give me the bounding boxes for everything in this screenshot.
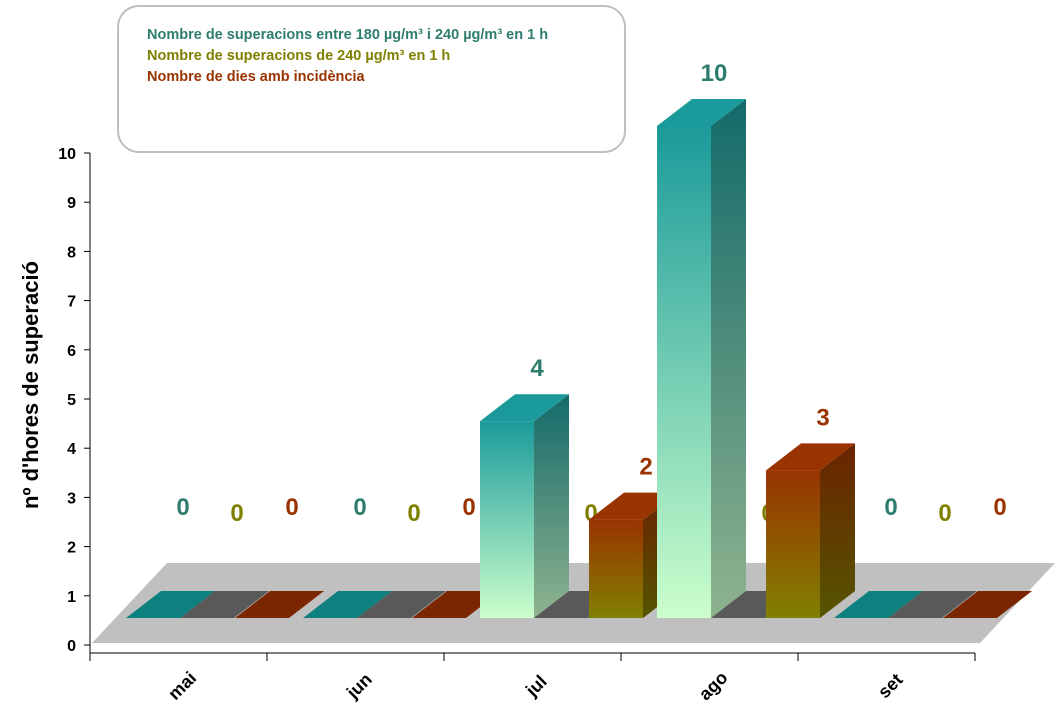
y-tick-label: 3 <box>67 490 76 507</box>
legend-entry: Nombre de dies amb incidència <box>147 69 365 85</box>
bar <box>412 591 501 618</box>
bar-face <box>766 443 855 471</box>
bar-face <box>534 394 569 618</box>
bar <box>235 591 324 618</box>
y-tick-label: 9 <box>67 195 76 212</box>
x-tick-label: jul <box>521 671 551 701</box>
bar <box>888 591 977 618</box>
data-label: 0 <box>993 494 1006 521</box>
data-label: 3 <box>816 404 829 431</box>
bar <box>943 591 1032 618</box>
y-tick-label: 5 <box>67 392 76 409</box>
data-label: 10 <box>701 60 728 87</box>
x-tick-label: ago <box>695 667 732 704</box>
data-label: 0 <box>285 494 298 521</box>
bar-face <box>820 443 855 618</box>
data-label: 0 <box>353 494 366 521</box>
legend-entry: Nombre de superacions de 240 µg/m³ en 1 … <box>147 48 451 64</box>
bar-face <box>711 99 746 618</box>
data-label: 4 <box>530 355 544 382</box>
y-tick-label: 1 <box>67 589 76 606</box>
x-tick-label: set <box>874 669 907 702</box>
bar-face <box>480 421 534 618</box>
y-tick-label: 6 <box>67 343 76 360</box>
bar <box>303 591 392 618</box>
bar <box>357 591 446 618</box>
bar <box>180 591 269 618</box>
y-tick-label: 4 <box>67 441 76 458</box>
bar-face <box>657 99 746 126</box>
legend-entry: Nombre de superacions entre 180 µg/m³ i … <box>147 27 549 43</box>
data-label: 2 <box>639 454 652 481</box>
data-label: 0 <box>230 500 243 527</box>
data-label: 0 <box>176 494 189 521</box>
y-tick-label: 0 <box>67 638 76 655</box>
bar <box>480 394 569 618</box>
x-tick-label: jun <box>342 669 376 703</box>
bar <box>126 591 215 618</box>
y-axis-title: nº d'hores de superació <box>18 261 43 509</box>
data-label: 0 <box>407 500 420 527</box>
bar-face <box>589 492 678 520</box>
data-label: 0 <box>938 500 951 527</box>
y-tick-label: 2 <box>67 540 76 557</box>
bar <box>657 99 746 618</box>
data-label: 0 <box>462 494 475 521</box>
x-tick-label: mai <box>164 668 200 704</box>
bar-face <box>480 394 569 422</box>
y-tick-label: 7 <box>67 294 76 311</box>
bar-face <box>589 519 643 618</box>
bar-face <box>766 470 820 618</box>
y-tick-label: 10 <box>58 146 76 163</box>
bar-face <box>657 126 711 618</box>
legend: Nombre de superacions entre 180 µg/m³ i … <box>117 5 626 153</box>
bar <box>834 591 923 618</box>
bar <box>766 443 855 618</box>
data-label: 0 <box>884 494 897 521</box>
y-tick-label: 8 <box>67 244 76 261</box>
